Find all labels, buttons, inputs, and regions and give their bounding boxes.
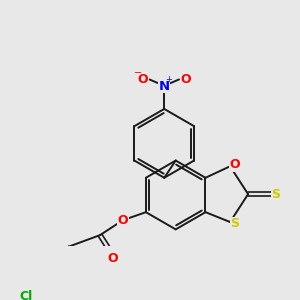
Text: O: O [230, 158, 240, 171]
Text: S: S [230, 217, 239, 230]
Text: O: O [118, 214, 128, 227]
Text: Cl: Cl [20, 290, 33, 300]
Text: S: S [272, 188, 280, 201]
Text: O: O [108, 251, 118, 265]
Text: −: − [134, 68, 142, 78]
Text: O: O [138, 73, 148, 86]
Text: +: + [165, 75, 172, 84]
Text: O: O [180, 73, 191, 86]
Text: N: N [159, 80, 170, 92]
